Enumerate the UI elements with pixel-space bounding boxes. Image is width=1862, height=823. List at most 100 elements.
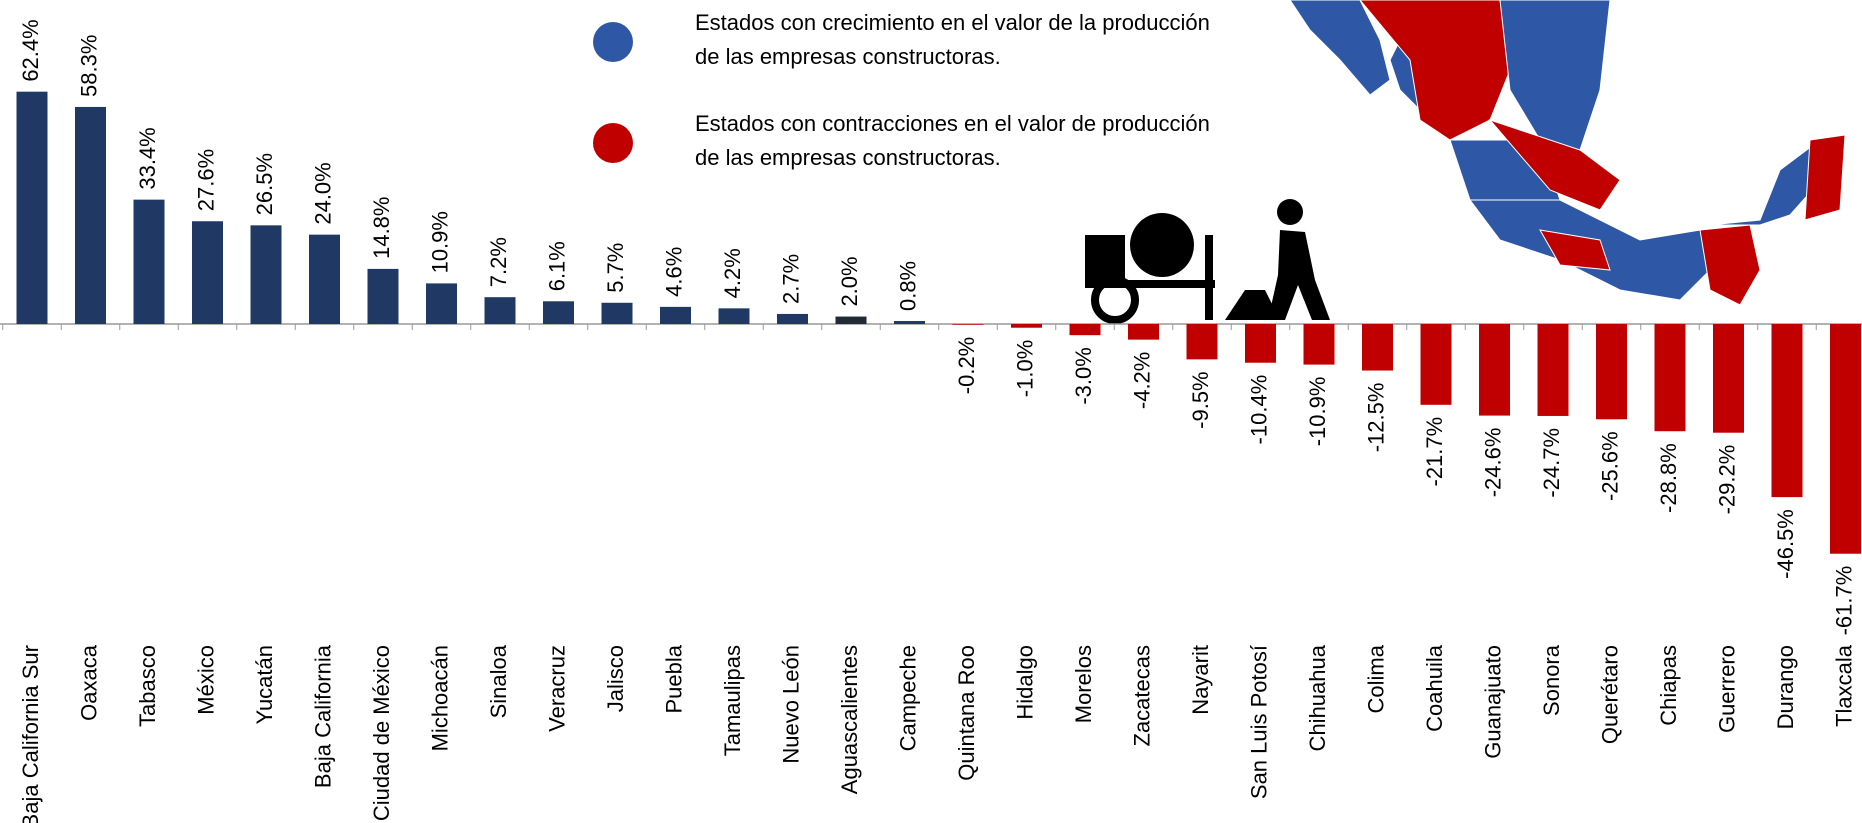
x-tick-label: San Luis Potosí bbox=[1246, 645, 1271, 799]
map bbox=[1289, 0, 1846, 306]
bar bbox=[1479, 324, 1510, 416]
construction-icon bbox=[1085, 199, 1330, 324]
map-region bbox=[1289, 0, 1391, 96]
x-tick-label: Yucatán bbox=[252, 645, 277, 725]
value-label: 0.8% bbox=[895, 261, 920, 311]
bar bbox=[1830, 324, 1861, 554]
mixer-frame bbox=[1085, 280, 1215, 288]
bar bbox=[484, 297, 516, 324]
bar bbox=[1713, 324, 1744, 433]
map-region bbox=[1804, 134, 1846, 221]
legend-label: Estados con contracciones en el valor de… bbox=[695, 111, 1210, 136]
x-tick-label: Ciudad de México bbox=[369, 645, 394, 821]
value-label: 58.3% bbox=[76, 35, 101, 97]
x-tick-label: Guerrero bbox=[1714, 645, 1739, 733]
value-label: -61.7% bbox=[1831, 566, 1856, 636]
bar bbox=[367, 268, 399, 324]
legend-marker bbox=[593, 22, 633, 62]
bar bbox=[1011, 324, 1042, 328]
bar bbox=[601, 302, 633, 324]
x-tick-label: Coahuila bbox=[1422, 644, 1447, 732]
value-label: 10.9% bbox=[427, 211, 452, 273]
x-tick-label: Jalisco bbox=[603, 645, 628, 712]
value-label: 7.2% bbox=[486, 237, 511, 287]
x-tick-label: Veracruz bbox=[544, 645, 569, 732]
x-tick-label: Sonora bbox=[1539, 644, 1564, 716]
mixer-leg bbox=[1205, 235, 1213, 320]
bar bbox=[133, 199, 165, 324]
x-tick-label: México bbox=[193, 645, 218, 715]
x-tick-label: Hidalgo bbox=[1012, 645, 1037, 720]
bar bbox=[777, 313, 808, 324]
value-label: -25.6% bbox=[1597, 431, 1622, 501]
value-label: -10.9% bbox=[1305, 377, 1330, 447]
x-tick-label: Baja California bbox=[310, 644, 335, 788]
bar bbox=[1420, 324, 1452, 405]
value-label: 4.2% bbox=[720, 248, 745, 298]
bar bbox=[1186, 324, 1218, 360]
bar bbox=[16, 91, 48, 325]
x-tick-label: Colima bbox=[1363, 644, 1388, 713]
bar bbox=[1654, 324, 1686, 432]
bar bbox=[426, 283, 457, 324]
value-label: 2.7% bbox=[778, 254, 803, 304]
value-label: -3.0% bbox=[1071, 347, 1096, 404]
bar bbox=[894, 321, 925, 324]
value-label: -46.5% bbox=[1773, 509, 1798, 579]
value-label: -0.2% bbox=[954, 337, 979, 394]
x-tick-label: Durango bbox=[1773, 645, 1798, 729]
map-region bbox=[1539, 229, 1611, 271]
x-tick-label: Guanajuato bbox=[1480, 645, 1505, 759]
x-tick-label: Campeche bbox=[895, 645, 920, 751]
value-label: 5.7% bbox=[603, 243, 628, 293]
x-tick-label: Tlaxcala bbox=[1831, 644, 1856, 727]
value-label: 33.4% bbox=[135, 127, 160, 189]
x-tick-label: Chihuahua bbox=[1305, 644, 1330, 751]
x-tick-label: Michoacán bbox=[427, 645, 452, 751]
bar bbox=[1303, 324, 1335, 365]
legend-label: de las empresas constructoras. bbox=[695, 145, 1001, 170]
x-tick-label: Quintana Roo bbox=[954, 645, 979, 781]
value-label: 62.4% bbox=[18, 19, 43, 81]
x-tick-label: Baja California Sur bbox=[18, 645, 43, 823]
value-label: -24.6% bbox=[1480, 428, 1505, 498]
value-label: 24.0% bbox=[310, 162, 335, 224]
x-tick-label: Nayarit bbox=[1188, 645, 1213, 715]
x-tick-label: Morelos bbox=[1071, 645, 1096, 723]
x-tick-label: Sinaloa bbox=[486, 644, 511, 718]
value-label: 2.0% bbox=[837, 256, 862, 306]
bar bbox=[718, 308, 750, 324]
bar bbox=[1771, 324, 1803, 498]
bar bbox=[1596, 324, 1627, 420]
value-label: -21.7% bbox=[1422, 417, 1447, 487]
x-tick-label: Oaxaca bbox=[76, 644, 101, 721]
legend-label: de las empresas constructoras. bbox=[695, 44, 1001, 69]
x-tick-label: Chiapas bbox=[1656, 645, 1681, 726]
legend-marker bbox=[593, 123, 633, 163]
bar bbox=[835, 316, 867, 324]
value-label: -28.8% bbox=[1656, 443, 1681, 513]
bar bbox=[1362, 324, 1393, 371]
bar bbox=[660, 306, 691, 324]
x-tick-label: Nuevo León bbox=[778, 645, 803, 764]
value-label: -9.5% bbox=[1188, 371, 1213, 428]
bar bbox=[1537, 324, 1569, 416]
value-label: -29.2% bbox=[1714, 445, 1739, 515]
legend-label: Estados con crecimiento en el valor de l… bbox=[695, 10, 1210, 35]
value-label: -10.4% bbox=[1246, 375, 1271, 445]
x-tick-label: Puebla bbox=[661, 644, 686, 713]
value-label: 27.6% bbox=[193, 149, 218, 211]
map-region bbox=[1699, 224, 1761, 306]
bar bbox=[952, 324, 984, 325]
bar bbox=[543, 301, 574, 324]
map-region bbox=[1488, 118, 1621, 211]
value-label: 14.8% bbox=[369, 197, 394, 259]
value-label: -24.7% bbox=[1539, 428, 1564, 498]
x-tick-label: Aguascalientes bbox=[837, 645, 862, 794]
bar bbox=[309, 234, 340, 324]
value-label: -12.5% bbox=[1363, 383, 1388, 453]
value-label: 6.1% bbox=[544, 241, 569, 291]
bar bbox=[1245, 324, 1276, 363]
